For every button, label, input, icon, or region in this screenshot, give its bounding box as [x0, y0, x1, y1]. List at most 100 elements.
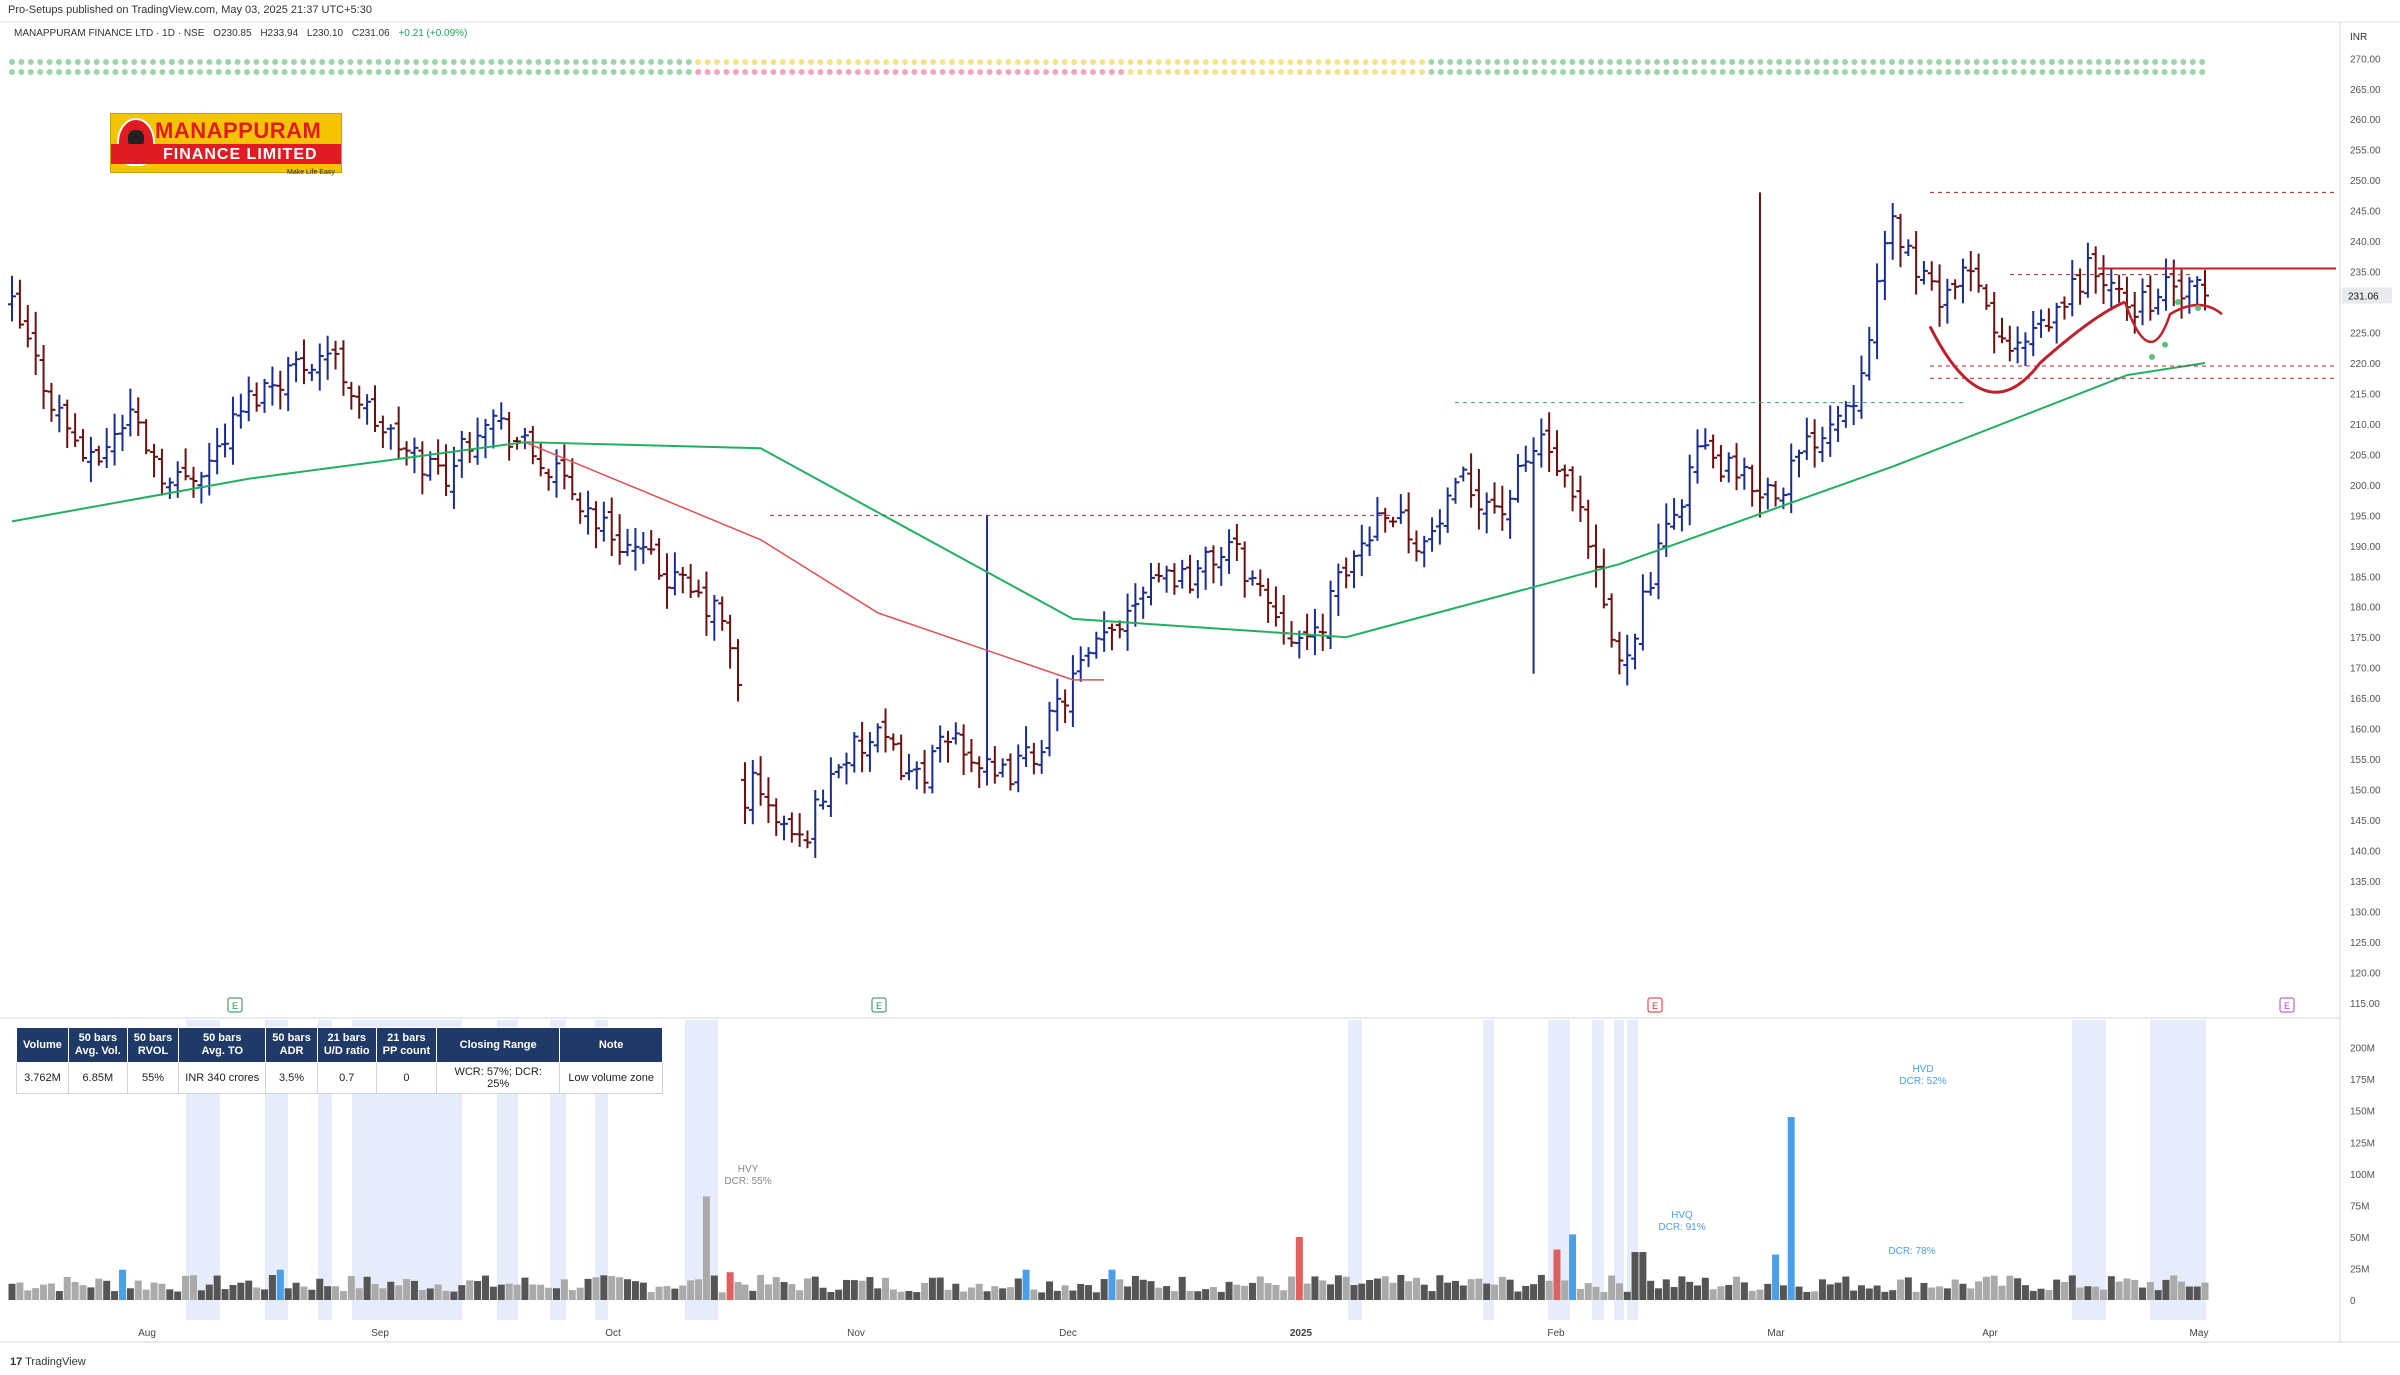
- volume-bar: [975, 1283, 983, 1300]
- indicator-dot: [2067, 59, 2074, 65]
- indicator-dot: [892, 69, 899, 75]
- volume-bar: [190, 1275, 197, 1300]
- price-axis-tick: 240.00: [2350, 237, 2381, 248]
- indicator-dot: [742, 69, 749, 75]
- volume-bar: [592, 1277, 600, 1300]
- indicator-dot: [1240, 69, 1247, 75]
- indicator-dot: [1484, 69, 1491, 75]
- stats-value: 3.762M: [16, 1062, 69, 1094]
- indicator-dot: [949, 59, 955, 65]
- volume-shade-zone: [1483, 1020, 1494, 1320]
- ohlc-bars: [8, 192, 2209, 858]
- stats-header-row: Volume 50 bars Avg. Vol. 50 bars RVOL 50…: [16, 1027, 664, 1063]
- indicator-dot: [1155, 59, 1162, 65]
- indicator-dot: [826, 69, 833, 75]
- stats-value: 55%: [126, 1062, 180, 1094]
- volume-axis-tick: 25M: [2350, 1264, 2369, 1275]
- stats-value: 0.7: [316, 1062, 377, 1094]
- indicator-dot: [497, 69, 504, 75]
- indicator-dot: [920, 59, 927, 65]
- indicator-dot: [1249, 59, 1256, 65]
- volume-bar: [1053, 1290, 1061, 1300]
- indicator-dot: [347, 59, 354, 65]
- volume-bar: [237, 1282, 245, 1300]
- volume-bar: [2014, 1278, 2022, 1300]
- volume-annotation-label: HVY: [738, 1164, 759, 1175]
- indicator-dot: [1672, 69, 1679, 75]
- volume-bar: [347, 1276, 355, 1300]
- volume-bar: [1373, 1278, 1381, 1300]
- volume-axis-tick: 0: [2350, 1296, 2356, 1307]
- indicator-dot: [1071, 59, 1078, 65]
- indicator-dot: [1456, 69, 1463, 75]
- volume-bar: [1108, 1269, 1116, 1300]
- price-axis-tick: 150.00: [2350, 786, 2381, 797]
- indicator-dot: [798, 69, 805, 75]
- volume-bar: [268, 1275, 276, 1300]
- volume-shade-zone: [1548, 1020, 1570, 1320]
- indicator-dot: [1428, 69, 1435, 75]
- indicator-dot: [1005, 59, 1012, 65]
- indicator-dot: [2189, 69, 2196, 75]
- indicator-dot: [1654, 59, 1660, 65]
- indicator-dot: [1155, 69, 1162, 75]
- volume-bar: [1139, 1279, 1147, 1300]
- logo-line2: FINANCE LIMITED: [163, 146, 318, 163]
- volume-bar: [1061, 1285, 1069, 1300]
- volume-bar: [1186, 1290, 1194, 1300]
- volume-bar: [355, 1288, 363, 1300]
- indicator-dot: [1550, 69, 1557, 75]
- indicator-dot: [695, 59, 702, 65]
- indicator-dot: [958, 59, 965, 65]
- volume-bar: [647, 1292, 655, 1300]
- indicator-dot: [112, 59, 119, 65]
- volume-bar: [521, 1277, 529, 1300]
- indicator-dot: [1813, 69, 1820, 75]
- indicator-dot: [676, 69, 683, 75]
- earnings-marker-label: E: [2284, 1001, 2290, 1011]
- volume-bar: [811, 1276, 819, 1300]
- indicator-dot: [84, 59, 91, 65]
- volume-bar: [2060, 1282, 2068, 1300]
- price-axis-tick: 220.00: [2350, 359, 2381, 370]
- indicator-dot: [1992, 69, 1999, 75]
- indicator-dot: [817, 59, 824, 65]
- symbol-name[interactable]: MANAPPURAM FINANCE LTD · 1D · NSE: [14, 28, 205, 39]
- indicator-dot: [695, 69, 702, 75]
- indicator-dot: [535, 59, 542, 65]
- volume-bar: [1717, 1286, 1725, 1300]
- volume-bar: [1248, 1282, 1256, 1300]
- volume-bar: [983, 1291, 991, 1300]
- indicator-dot: [1052, 69, 1059, 75]
- volume-bar: [2131, 1279, 2139, 1300]
- indicator-dot: [366, 69, 373, 75]
- volume-bar: [339, 1291, 347, 1300]
- volume-bar: [158, 1283, 166, 1300]
- volume-bar: [1631, 1252, 1639, 1300]
- indicator-dot: [855, 69, 861, 75]
- indicator-dot: [1842, 59, 1848, 65]
- volume-shade-zone: [1627, 1020, 1638, 1320]
- indicator-dot: [300, 59, 307, 65]
- indicator-dot: [1635, 69, 1642, 75]
- indicator-dot: [178, 69, 185, 75]
- volume-bar: [1811, 1291, 1819, 1300]
- volume-bar: [1779, 1285, 1787, 1300]
- tradingview-brand[interactable]: 17 TradingView: [10, 1356, 86, 1368]
- indicator-dot: [272, 59, 279, 65]
- stats-header: 21 bars PP count: [375, 1027, 438, 1063]
- indicator-dot: [1325, 59, 1331, 65]
- indicator-dot: [1315, 69, 1322, 75]
- volume-bar: [1600, 1292, 1608, 1300]
- indicator-dot: [1710, 59, 1717, 65]
- time-axis-label: Oct: [605, 1328, 621, 1339]
- volume-bar: [1147, 1281, 1155, 1300]
- volume-bar: [545, 1287, 553, 1300]
- indicator-dot: [385, 69, 391, 75]
- volume-bar: [379, 1288, 387, 1300]
- volume-shade-zone: [685, 1020, 718, 1320]
- indicator-dot: [1917, 69, 1924, 75]
- volume-bar: [905, 1290, 913, 1300]
- volume-bar: [741, 1284, 749, 1300]
